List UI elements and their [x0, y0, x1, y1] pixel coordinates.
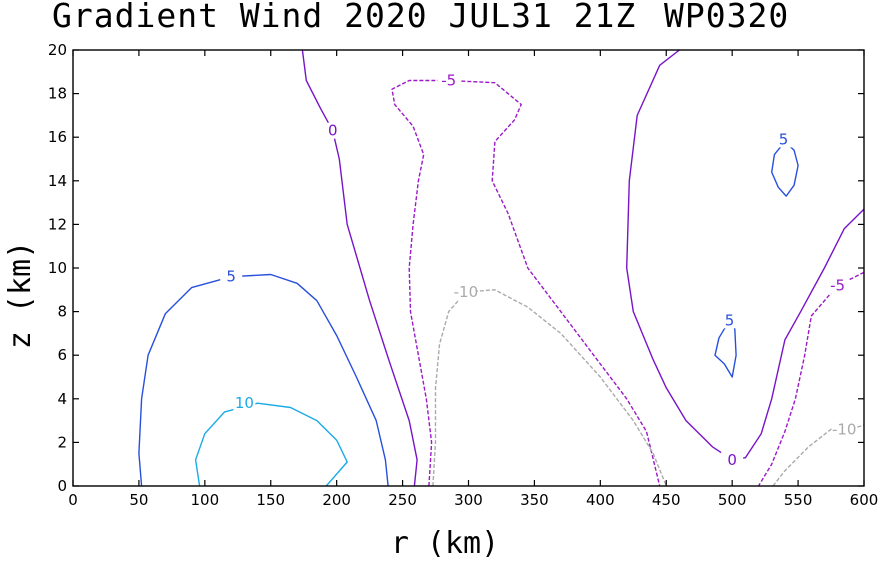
x-tick-label: 250 — [388, 491, 417, 509]
contour-label: 5 — [226, 268, 236, 286]
contour-label-bg — [220, 268, 243, 285]
y-tick-label: 16 — [48, 128, 67, 146]
y-tick-label: 8 — [57, 303, 67, 321]
x-tick-label: 0 — [68, 491, 78, 509]
chart-title: Gradient Wind 2020 JUL31 21Z WP0320 — [0, 0, 879, 42]
plot-frame — [72, 49, 865, 487]
contour-label: -5 — [441, 72, 456, 90]
y-tick-label: 12 — [48, 215, 67, 233]
y-tick-label: 10 — [48, 259, 67, 277]
contour-label: 5 — [779, 130, 789, 148]
contour-line-2 — [771, 141, 799, 197]
y-tick-label: 20 — [48, 41, 67, 59]
chart-title-storm-id: WP0320 — [664, 0, 790, 35]
y-tick-label: 4 — [57, 390, 67, 408]
contour-label: 10 — [235, 394, 254, 412]
contour-line-3 — [714, 319, 737, 378]
contour-label: -10 — [454, 283, 479, 301]
x-tick-label: 600 — [850, 491, 879, 509]
contour-line-1 — [138, 273, 389, 487]
contour-label-bg — [772, 131, 795, 148]
axes: 0 50 100 150 200 250 300 350 400 450 500 550 6000246… — [48, 41, 878, 509]
y-tick-label: 18 — [48, 85, 67, 103]
chart-title-main: Gradient Wind 2020 JUL31 21Z — [52, 0, 637, 35]
contour-label-bg — [321, 122, 344, 139]
contour-line-7 — [757, 271, 865, 487]
contour-line-4 — [301, 49, 418, 487]
y-axis-label: z (km) — [3, 241, 38, 349]
x-tick-label: 550 — [784, 491, 813, 509]
x-tick-label: 150 — [256, 491, 285, 509]
contour-label-bg — [718, 312, 741, 329]
x-tick-label: 500 — [718, 491, 747, 509]
y-tick-label: 0 — [57, 477, 67, 495]
x-tick-label: 350 — [520, 491, 549, 509]
contour-line-8 — [432, 289, 667, 487]
contour-line-5 — [626, 49, 865, 461]
contour-line-0 — [194, 402, 348, 487]
contour-label: 0 — [727, 451, 737, 469]
contour-label-bg — [826, 277, 849, 294]
x-tick-label: 50 — [129, 491, 148, 509]
contour-label-bg — [833, 421, 856, 438]
y-tick-label: 14 — [48, 172, 67, 190]
contour-label-bg — [454, 283, 477, 300]
x-tick-label: 450 — [652, 491, 681, 509]
contour-label: -10 — [832, 420, 857, 438]
contour-label-bg — [437, 72, 460, 89]
contour-label-bg — [233, 395, 256, 412]
contour-line-9 — [772, 424, 865, 487]
x-tick-label: 100 — [191, 491, 220, 509]
y-tick-label: 6 — [57, 346, 67, 364]
contour-label: 5 — [725, 311, 735, 329]
contour-label: 0 — [328, 122, 338, 140]
contour-line-6 — [391, 79, 661, 487]
x-tick-label: 300 — [454, 491, 483, 509]
y-tick-label: 2 — [57, 433, 67, 451]
x-axis-label: r (km) — [391, 526, 499, 561]
contour-lines: 10 5 5 5 0 0 -5 -5 -10 -10 — [138, 49, 865, 487]
x-tick-label: 200 — [322, 491, 351, 509]
contour-label-bg — [721, 451, 744, 468]
x-tick-label: 400 — [586, 491, 615, 509]
contour-label: -5 — [830, 276, 845, 294]
